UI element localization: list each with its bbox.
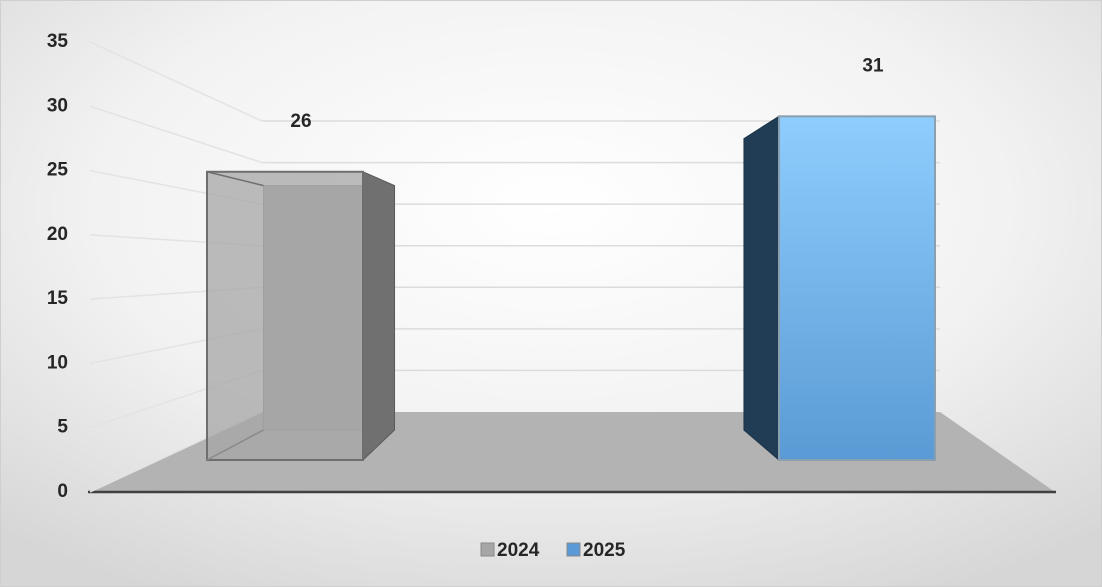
legend-swatch [566,542,581,557]
bar-front [206,170,364,461]
y-tick-label: 25 [47,160,69,181]
legend-swatch [480,542,495,557]
grid-line [89,41,263,122]
bar-side [743,115,780,462]
y-tick-label: 35 [47,31,69,52]
legend-label: 2024 [497,540,540,561]
y-tick-label: 0 [57,481,68,502]
y-tick-label: 20 [47,224,68,245]
grid-line [89,105,263,164]
y-tick-label: 15 [47,288,69,309]
data-label: 31 [862,55,884,76]
legend-label: 2025 [583,540,626,561]
y-tick-label: 5 [57,417,68,438]
bar-side [362,171,396,462]
bar-front [778,115,936,461]
data-label: 26 [290,111,311,132]
y-tick-label: 30 [47,95,68,116]
bar-edge [206,429,264,461]
y-tick-label: 10 [47,352,68,373]
bar-edge [206,171,264,187]
